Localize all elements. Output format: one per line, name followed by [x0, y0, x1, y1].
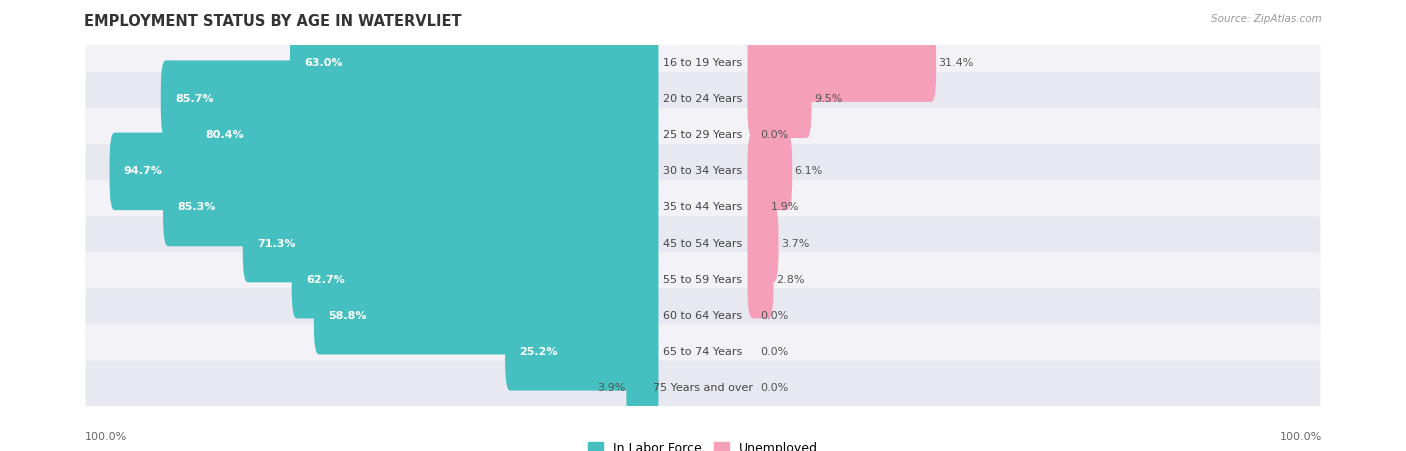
Text: 45 to 54 Years: 45 to 54 Years [664, 239, 742, 249]
Text: 25.2%: 25.2% [519, 347, 558, 357]
Text: 65 to 74 Years: 65 to 74 Years [664, 347, 742, 357]
FancyBboxPatch shape [160, 60, 658, 138]
Text: 100.0%: 100.0% [84, 432, 127, 442]
Text: 31.4%: 31.4% [939, 58, 974, 68]
FancyBboxPatch shape [86, 72, 1320, 127]
FancyBboxPatch shape [626, 349, 658, 427]
Legend: In Labor Force, Unemployed: In Labor Force, Unemployed [585, 439, 821, 451]
Text: 9.5%: 9.5% [814, 94, 842, 104]
FancyBboxPatch shape [86, 180, 1320, 235]
Text: 71.3%: 71.3% [257, 239, 295, 249]
FancyBboxPatch shape [291, 241, 658, 318]
Text: 3.7%: 3.7% [780, 239, 810, 249]
FancyBboxPatch shape [290, 24, 658, 102]
FancyBboxPatch shape [748, 205, 779, 282]
FancyBboxPatch shape [86, 324, 1320, 379]
Text: 35 to 44 Years: 35 to 44 Years [664, 202, 742, 212]
Text: 55 to 59 Years: 55 to 59 Years [664, 275, 742, 285]
Text: 16 to 19 Years: 16 to 19 Years [664, 58, 742, 68]
Text: 0.0%: 0.0% [759, 130, 789, 140]
Text: 100.0%: 100.0% [1279, 432, 1322, 442]
Text: 6.1%: 6.1% [794, 166, 823, 176]
FancyBboxPatch shape [110, 133, 658, 210]
Text: 60 to 64 Years: 60 to 64 Years [664, 311, 742, 321]
FancyBboxPatch shape [86, 360, 1320, 415]
Text: 0.0%: 0.0% [759, 347, 789, 357]
FancyBboxPatch shape [314, 277, 658, 354]
Text: 63.0%: 63.0% [304, 58, 343, 68]
Text: 80.4%: 80.4% [205, 130, 243, 140]
Text: 1.9%: 1.9% [770, 202, 799, 212]
Text: 25 to 29 Years: 25 to 29 Years [664, 130, 742, 140]
Text: 58.8%: 58.8% [328, 311, 367, 321]
FancyBboxPatch shape [748, 24, 936, 102]
FancyBboxPatch shape [86, 108, 1320, 163]
FancyBboxPatch shape [86, 252, 1320, 307]
FancyBboxPatch shape [748, 169, 768, 246]
FancyBboxPatch shape [86, 144, 1320, 199]
FancyBboxPatch shape [748, 241, 773, 318]
FancyBboxPatch shape [748, 133, 792, 210]
Text: 0.0%: 0.0% [759, 383, 789, 393]
FancyBboxPatch shape [191, 97, 658, 174]
FancyBboxPatch shape [163, 169, 658, 246]
Text: 75 Years and over: 75 Years and over [652, 383, 754, 393]
Text: 3.9%: 3.9% [596, 383, 626, 393]
Text: 0.0%: 0.0% [759, 311, 789, 321]
FancyBboxPatch shape [86, 36, 1320, 91]
Text: 2.8%: 2.8% [776, 275, 804, 285]
FancyBboxPatch shape [505, 313, 658, 391]
Text: 20 to 24 Years: 20 to 24 Years [664, 94, 742, 104]
Text: Source: ZipAtlas.com: Source: ZipAtlas.com [1211, 14, 1322, 23]
FancyBboxPatch shape [86, 288, 1320, 343]
FancyBboxPatch shape [748, 60, 811, 138]
FancyBboxPatch shape [243, 205, 658, 282]
Text: 62.7%: 62.7% [307, 275, 344, 285]
Text: 30 to 34 Years: 30 to 34 Years [664, 166, 742, 176]
Text: 85.7%: 85.7% [174, 94, 214, 104]
Text: 85.3%: 85.3% [177, 202, 215, 212]
FancyBboxPatch shape [86, 216, 1320, 271]
Text: 94.7%: 94.7% [124, 166, 163, 176]
Text: EMPLOYMENT STATUS BY AGE IN WATERVLIET: EMPLOYMENT STATUS BY AGE IN WATERVLIET [84, 14, 463, 28]
